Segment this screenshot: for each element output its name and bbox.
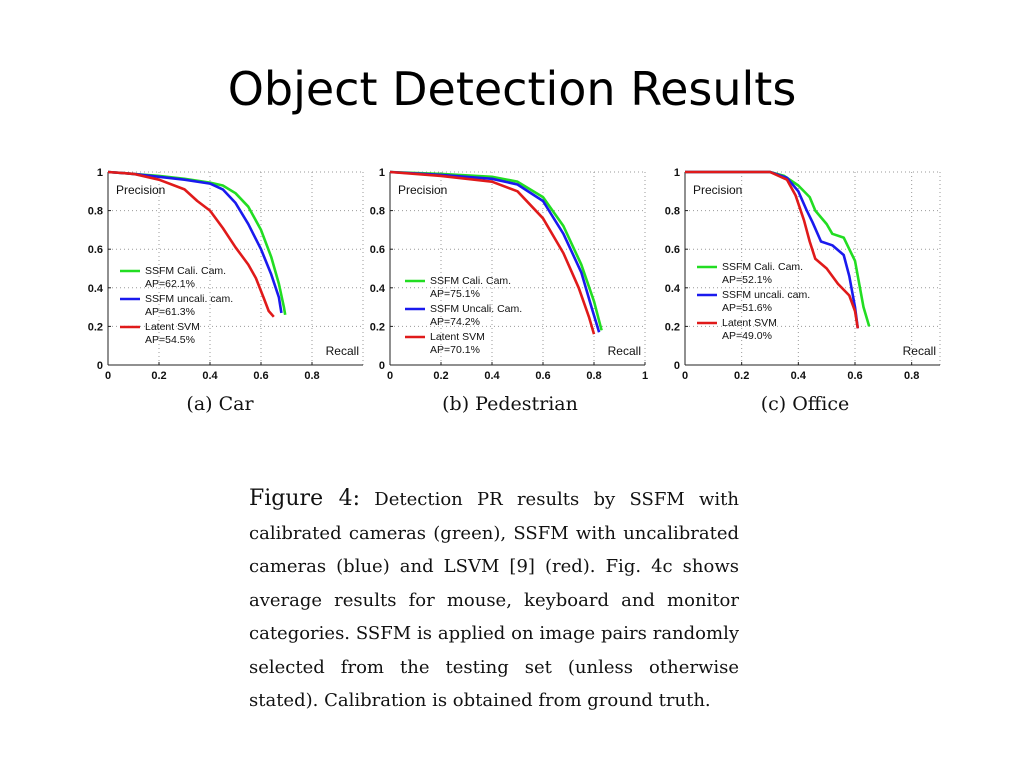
x-axis-label: Recall — [326, 344, 359, 358]
x-tick-label: 0.2 — [734, 370, 749, 382]
y-tick-label: 1 — [674, 167, 680, 179]
legend-ap-value: AP=49.0% — [722, 330, 772, 342]
series-line — [107, 170, 283, 314]
slide-title: Object Detection Results — [227, 62, 797, 116]
legend-series-name: Latent SVM — [430, 331, 485, 343]
y-tick-label: 0.8 — [665, 206, 680, 218]
y-tick-label: 0.6 — [370, 244, 385, 256]
subcaption-car: (a) Car — [186, 393, 254, 415]
series-line — [107, 170, 275, 318]
y-tick-label: 0.8 — [370, 206, 385, 218]
y-tick-label: 1 — [97, 167, 103, 179]
legend-series-name: Latent SVM — [145, 321, 200, 333]
x-axis-label: Recall — [608, 344, 641, 358]
y-tick-label: 0.2 — [665, 321, 680, 333]
pr-chart-office: 0 0.2 0.4 0.6 0.8 0 0.2 0.4 0.6 0.8 1 Precision Reca… — [665, 167, 941, 382]
y-tick-label: 0.2 — [370, 321, 385, 333]
legend-ap-value: AP=51.6% — [722, 302, 772, 314]
y-tick-label: 0.2 — [88, 321, 103, 333]
y-tick-label: 0.6 — [88, 244, 103, 256]
figure-caption-text: Detection PR results by SSFM with calibr… — [249, 489, 739, 711]
y-tick-label: 0.4 — [88, 283, 104, 295]
series-line — [389, 170, 603, 331]
x-tick-label: 0 — [387, 370, 393, 382]
legend-series-name: SSFM Uncali. Cam. — [430, 303, 522, 315]
legend-ap-value: AP=62.1% — [145, 278, 195, 290]
x-tick-label: 0 — [105, 370, 111, 382]
legend-ap-value: AP=75.1% — [430, 288, 480, 300]
figure-label: Figure 4: — [249, 486, 361, 511]
y-tick-label: 0.4 — [665, 283, 681, 295]
y-tick-label: 0.4 — [370, 283, 386, 295]
x-tick-label: 0.6 — [847, 370, 862, 382]
subcaption-office: (c) Office — [760, 393, 850, 415]
series-line — [389, 170, 601, 333]
legend-series-name: SSFM Cali. Cam. — [145, 265, 226, 277]
legend-ap-value: AP=70.1% — [430, 344, 480, 356]
legend-ap-value: AP=61.3% — [145, 306, 195, 318]
x-tick-label: 0.8 — [586, 370, 601, 382]
y-tick-label: 0 — [379, 360, 385, 372]
x-tick-label: 0.6 — [253, 370, 268, 382]
y-tick-label: 0 — [674, 360, 680, 372]
legend-ap-value: AP=52.1% — [722, 274, 772, 286]
x-tick-label: 0.8 — [904, 370, 919, 382]
series-line — [685, 170, 860, 329]
x-tick-label: 0.4 — [791, 370, 807, 382]
legend-series-name: SSFM Cali. Cam. — [722, 261, 803, 273]
x-tick-label: 0 — [682, 370, 688, 382]
figure-caption: Figure 4: Detection PR results by SSFM w… — [249, 482, 739, 718]
legend-ap-value: AP=54.5% — [145, 334, 195, 346]
legend-ap-value: AP=74.2% — [430, 316, 480, 328]
y-tick-label: 0.8 — [88, 206, 103, 218]
y-tick-label: 1 — [379, 167, 385, 179]
x-axis-label: Recall — [903, 344, 936, 358]
y-tick-label: 0 — [97, 360, 103, 372]
legend-series-name: Latent SVM — [722, 317, 777, 329]
x-tick-label: 1 — [642, 370, 648, 382]
x-tick-label: 0.2 — [433, 370, 448, 382]
legend-series-name: SSFM uncali. cam. — [722, 289, 810, 301]
subcaption-pedestrian: (b) Pedestrian — [442, 393, 578, 415]
series-line — [685, 170, 860, 329]
series-line — [389, 170, 596, 335]
x-tick-label: 0.6 — [535, 370, 550, 382]
pr-chart-pedestrian: 0 0.2 0.4 0.6 0.8 1 0 0.2 0.4 0.6 0.8 1 Precision Rec… — [370, 167, 648, 382]
x-tick-label: 0.4 — [202, 370, 218, 382]
y-axis-label: Precision — [398, 183, 447, 197]
x-tick-label: 0.2 — [151, 370, 166, 382]
legend-series-name: SSFM Cali. Cam. — [430, 275, 511, 287]
y-axis-label: Precision — [116, 183, 165, 197]
x-tick-label: 0.8 — [304, 370, 319, 382]
pr-chart-car: 0 0.2 0.4 0.6 0.8 0 0.2 0.4 0.6 0.8 1 Precision Reca… — [88, 167, 364, 382]
x-tick-label: 0.4 — [484, 370, 500, 382]
legend-series-name: SSFM uncali. cam. — [145, 293, 233, 305]
y-axis-label: Precision — [693, 183, 742, 197]
y-tick-label: 0.6 — [665, 244, 680, 256]
